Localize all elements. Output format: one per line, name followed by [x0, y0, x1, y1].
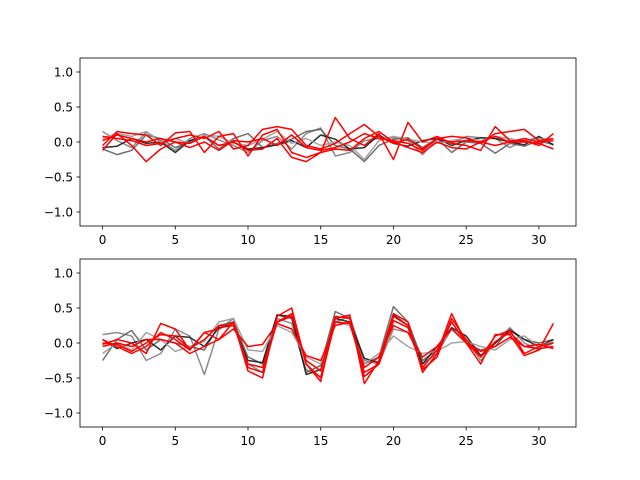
- x-tick-label: 20: [386, 233, 401, 247]
- x-tick-label: 30: [531, 233, 546, 247]
- series-line-7: [102, 132, 554, 152]
- y-tick-label: 0.0: [54, 135, 73, 149]
- x-tick-label: 30: [531, 434, 546, 448]
- x-tick-label: 15: [313, 233, 328, 247]
- x-tick-label: 25: [459, 434, 474, 448]
- x-tick-label: 25: [459, 233, 474, 247]
- series-line-4: [102, 116, 554, 161]
- y-tick-label: 0.5: [54, 301, 73, 315]
- series-group: [101, 305, 555, 385]
- series-line-2: [102, 134, 554, 154]
- series-line-3: [102, 130, 554, 161]
- subplot-top: 0 5 10 15 20 25 30 −1.0 −0.5 0.0 0.5 1.0: [44, 57, 577, 247]
- x-tick-label: 0: [99, 233, 107, 247]
- subplot-bottom: 0 5 10 15 20 25 30 −1.0 −0.5 0.0 0.5 1.0: [44, 258, 577, 448]
- x-tick-label: 0: [99, 434, 107, 448]
- y-tick-label: −1.0: [44, 205, 73, 219]
- y-tick-label: 0.0: [54, 336, 73, 350]
- x-tick-label: 10: [240, 233, 255, 247]
- x-tick-label: 20: [386, 434, 401, 448]
- x-tick-label: 15: [313, 434, 328, 448]
- series-line-1: [101, 305, 554, 374]
- y-tick-label: 1.0: [54, 65, 73, 79]
- y-tick-label: −0.5: [44, 170, 73, 184]
- series-line-7: [102, 321, 554, 369]
- x-tick-label: 5: [171, 434, 179, 448]
- y-tick-label: −1.0: [44, 406, 73, 420]
- y-tick-label: −0.5: [44, 371, 73, 385]
- x-tick-label: 5: [171, 233, 179, 247]
- series-group: [101, 116, 554, 163]
- y-tick-label: 0.5: [54, 100, 73, 114]
- x-tick-label: 10: [240, 434, 255, 448]
- y-tick-label: 1.0: [54, 266, 73, 280]
